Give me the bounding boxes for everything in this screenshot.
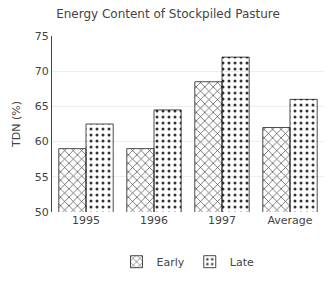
svg-text:1995: 1995 (72, 214, 100, 227)
svg-text:75: 75 (35, 30, 49, 43)
svg-text:TDN (%): TDN (%) (10, 101, 23, 148)
svg-text:50: 50 (35, 206, 49, 219)
svg-text:60: 60 (35, 135, 49, 148)
svg-text:70: 70 (35, 65, 49, 78)
svg-text:55: 55 (35, 171, 49, 184)
svg-text:Energy Content of Stockpiled P: Energy Content of Stockpiled Pasture (56, 7, 280, 21)
svg-text:Late: Late (230, 256, 254, 269)
svg-text:1997: 1997 (208, 214, 236, 227)
svg-text:65: 65 (35, 100, 49, 113)
svg-text:Early: Early (157, 256, 185, 269)
svg-text:Average: Average (267, 214, 312, 227)
svg-text:1996: 1996 (140, 214, 168, 227)
